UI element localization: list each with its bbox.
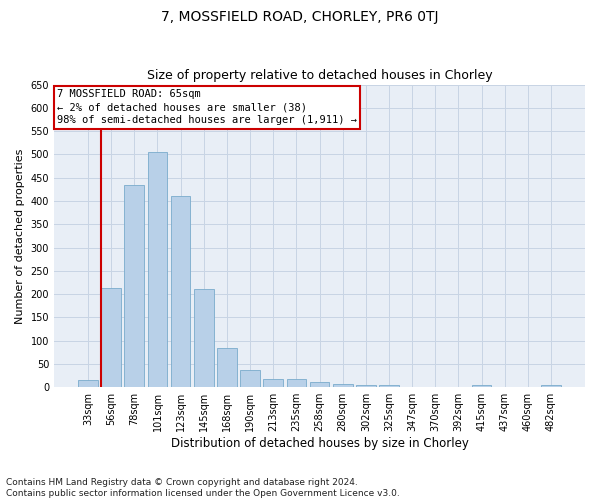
- Text: Contains HM Land Registry data © Crown copyright and database right 2024.
Contai: Contains HM Land Registry data © Crown c…: [6, 478, 400, 498]
- Bar: [333, 384, 353, 387]
- Bar: [356, 386, 376, 387]
- Bar: [472, 386, 491, 387]
- Bar: [263, 379, 283, 387]
- X-axis label: Distribution of detached houses by size in Chorley: Distribution of detached houses by size …: [170, 437, 469, 450]
- Text: 7 MOSSFIELD ROAD: 65sqm
← 2% of detached houses are smaller (38)
98% of semi-det: 7 MOSSFIELD ROAD: 65sqm ← 2% of detached…: [56, 89, 356, 126]
- Bar: [171, 196, 190, 387]
- Bar: [541, 385, 561, 387]
- Bar: [240, 370, 260, 387]
- Bar: [287, 380, 306, 387]
- Bar: [310, 382, 329, 387]
- Text: 7, MOSSFIELD ROAD, CHORLEY, PR6 0TJ: 7, MOSSFIELD ROAD, CHORLEY, PR6 0TJ: [161, 10, 439, 24]
- Bar: [148, 152, 167, 387]
- Y-axis label: Number of detached properties: Number of detached properties: [15, 148, 25, 324]
- Title: Size of property relative to detached houses in Chorley: Size of property relative to detached ho…: [147, 69, 493, 82]
- Bar: [379, 386, 399, 387]
- Bar: [194, 290, 214, 387]
- Bar: [78, 380, 98, 387]
- Bar: [217, 348, 237, 387]
- Bar: [101, 288, 121, 387]
- Bar: [124, 184, 144, 387]
